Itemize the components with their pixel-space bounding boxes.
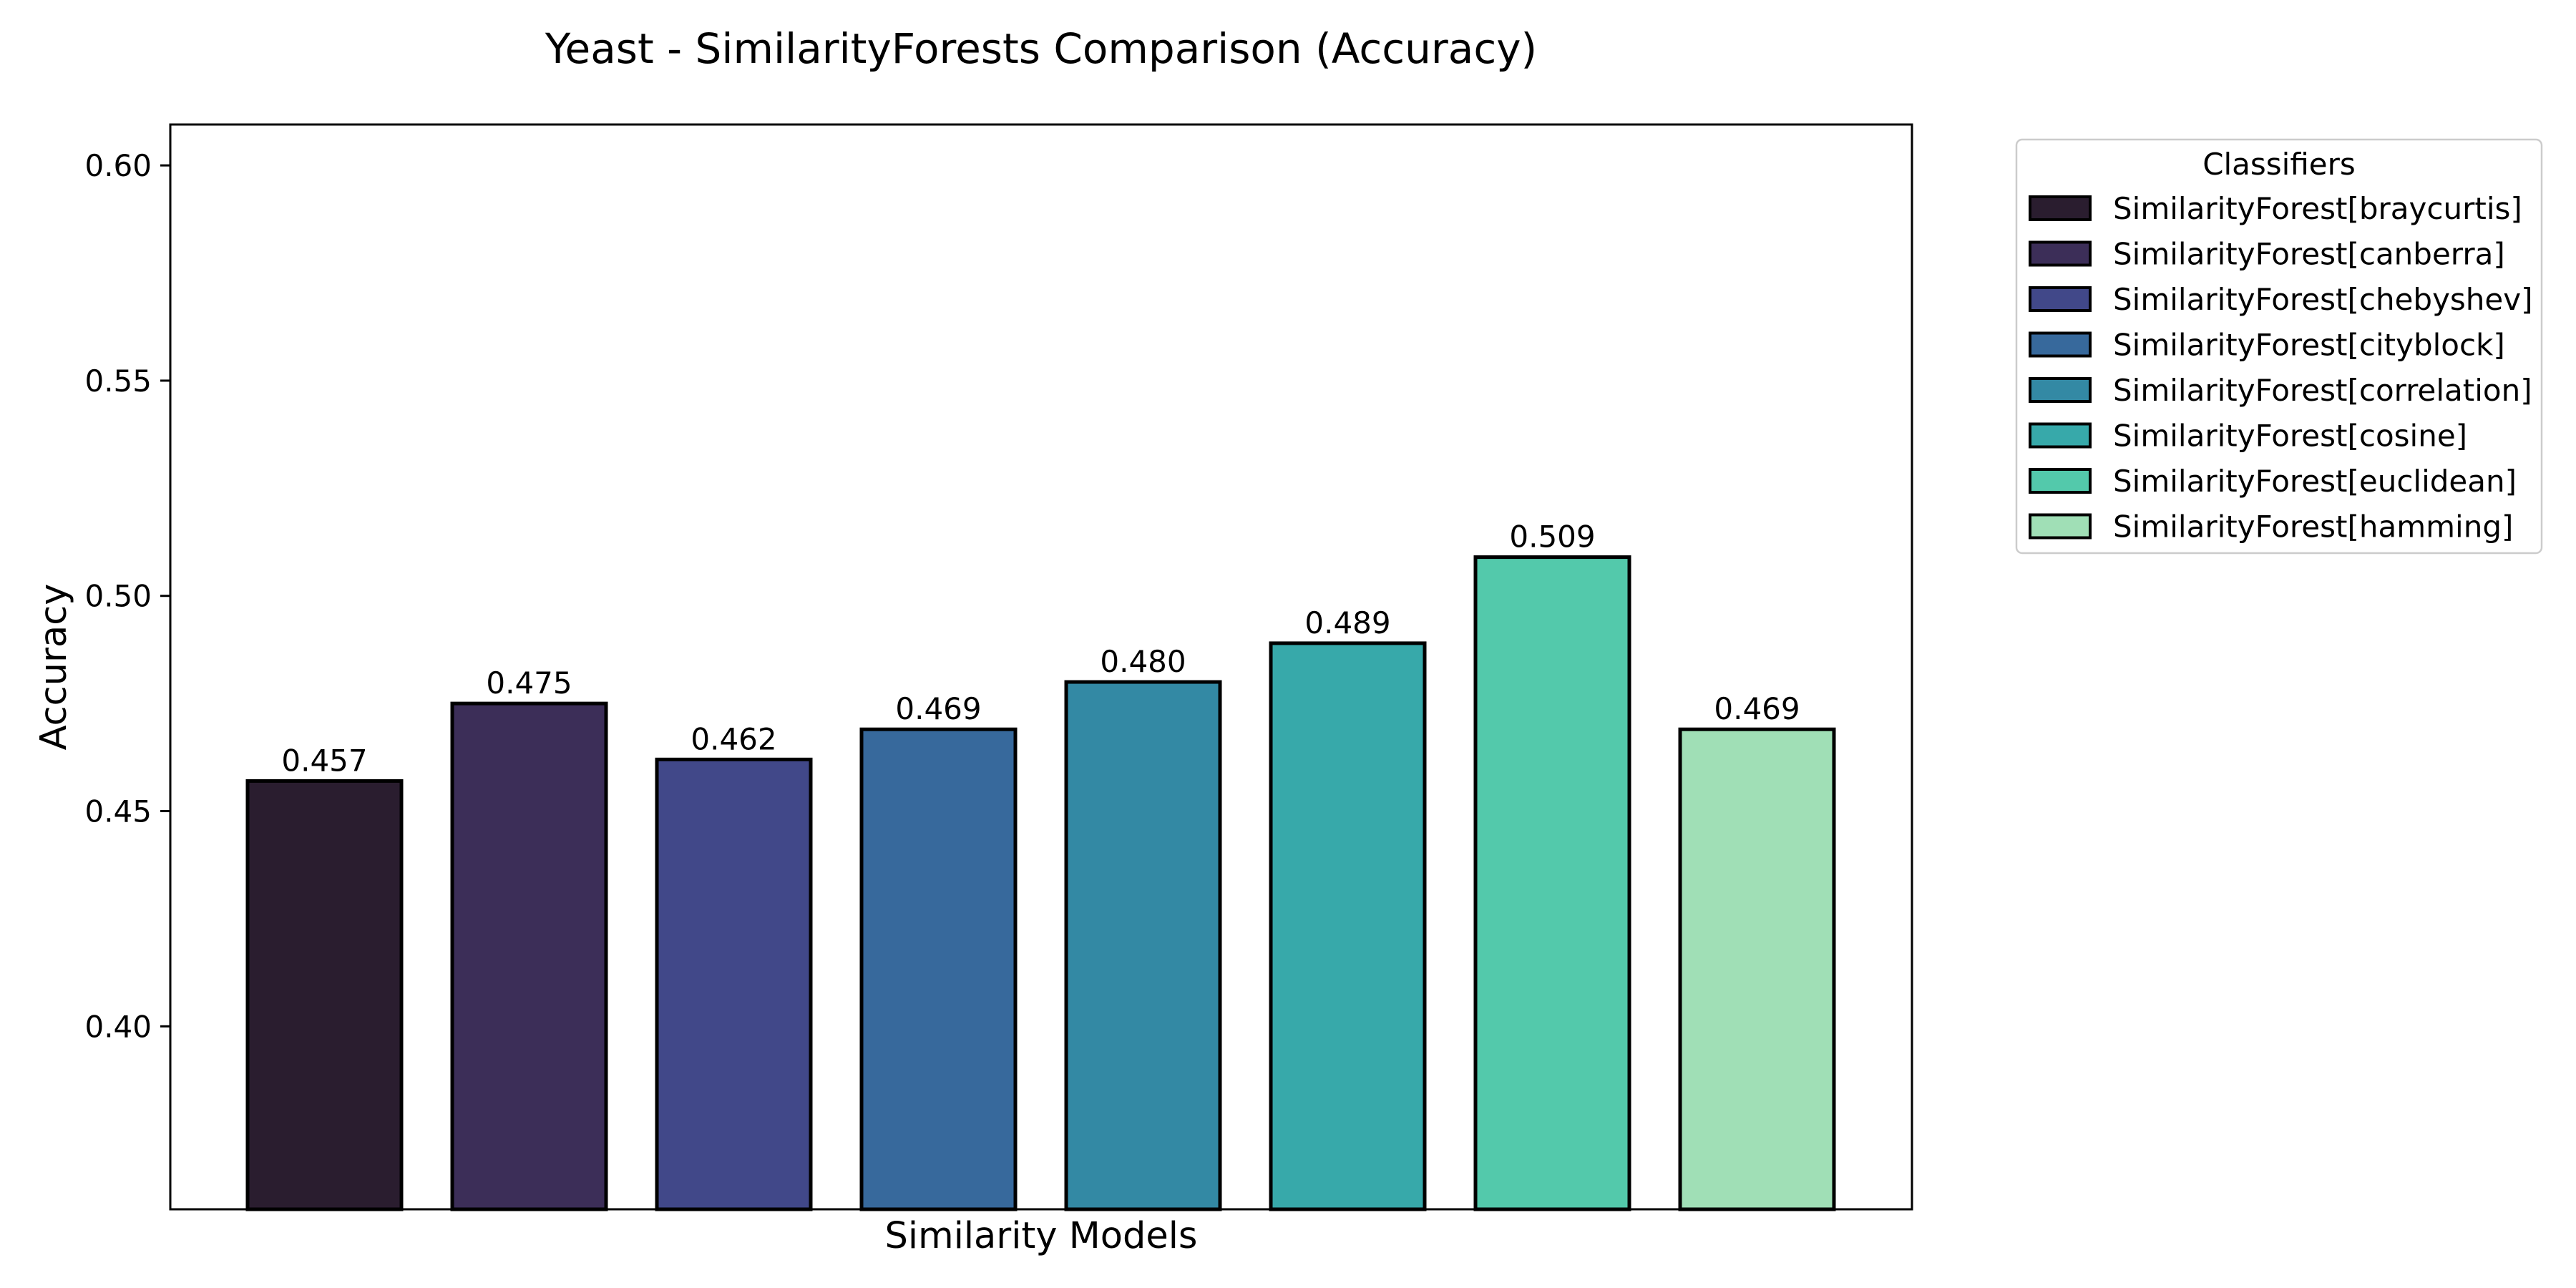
- y-tick-label: 0.45: [84, 794, 152, 829]
- legend-swatch: [2029, 286, 2092, 312]
- bar-similarityforest-hamming: [1678, 727, 1836, 1211]
- legend-swatch: [2029, 331, 2092, 358]
- y-axis-label: Accuracy: [33, 584, 75, 751]
- legend-item-similarityforest-braycurtis: SimilarityForest[braycurtis]: [2029, 191, 2522, 226]
- legend-items: SimilarityForest[braycurtis] SimilarityFo…: [2029, 191, 2533, 545]
- bar-similarityforest-euclidean: [1473, 555, 1631, 1211]
- y-axis: 0.40 0.45 0.50 0.55 0.60: [84, 148, 170, 1044]
- bar-similarityforest-correlation: [1064, 680, 1222, 1211]
- bar-value-label: 0.457: [281, 743, 367, 778]
- legend-item-similarityforest-correlation: SimilarityForest[correlation]: [2029, 373, 2532, 408]
- bar-value-label: 0.509: [1509, 519, 1595, 555]
- bar-value-label: 0.469: [1714, 691, 1800, 726]
- bar-similarityforest-chebyshev: [655, 757, 813, 1211]
- bar-similarityforest-cosine: [1269, 641, 1427, 1211]
- bar-similarityforest-braycurtis: [245, 779, 404, 1211]
- legend-label: SimilarityForest[cityblock]: [2113, 328, 2505, 363]
- y-tick-label: 0.50: [84, 579, 152, 614]
- legend-label: SimilarityForest[euclidean]: [2113, 464, 2517, 499]
- bar-value-label: 0.489: [1304, 605, 1390, 640]
- legend-item-similarityforest-cosine: SimilarityForest[cosine]: [2029, 419, 2467, 454]
- legend-title: Classifiers: [2202, 147, 2356, 182]
- chart-title: Yeast - SimilarityForests Comparison (Ac…: [545, 24, 1537, 73]
- legend-label: SimilarityForest[hamming]: [2113, 509, 2513, 545]
- y-tick-label: 0.55: [84, 364, 152, 399]
- y-tick-label: 0.40: [84, 1009, 152, 1044]
- legend-item-similarityforest-chebyshev: SimilarityForest[chebyshev]: [2029, 282, 2533, 317]
- legend-item-similarityforest-hamming: SimilarityForest[hamming]: [2029, 509, 2513, 545]
- value-labels-layer: 0.457 0.475 0.462 0.469 0.480 0.489 0.509 0.469: [281, 519, 1800, 779]
- legend-frame: [2015, 138, 2543, 555]
- legend-item-similarityforest-cityblock: SimilarityForest[cityblock]: [2029, 328, 2505, 363]
- legend-swatch: [2029, 377, 2092, 403]
- plot-area-frame: [169, 123, 1913, 1211]
- bar-value-label: 0.469: [895, 691, 981, 726]
- legend-swatch: [2029, 240, 2092, 267]
- legend-label: SimilarityForest[canberra]: [2113, 237, 2505, 272]
- legend-label: SimilarityForest[cosine]: [2113, 419, 2467, 454]
- legend-swatch: [2029, 195, 2092, 221]
- legend-swatch: [2029, 513, 2092, 540]
- legend-label: SimilarityForest[braycurtis]: [2113, 191, 2522, 226]
- bar-value-label: 0.462: [691, 721, 776, 756]
- legend-label: SimilarityForest[correlation]: [2113, 373, 2532, 408]
- x-axis-label: Similarity Models: [884, 1215, 1197, 1257]
- bar-similarityforest-canberra: [450, 701, 608, 1211]
- legend-item-similarityforest-canberra: SimilarityForest[canberra]: [2029, 237, 2505, 272]
- bars-layer: [245, 555, 1836, 1211]
- bar-value-label: 0.480: [1100, 644, 1186, 679]
- bar-similarityforest-cityblock: [859, 727, 1018, 1211]
- legend-item-similarityforest-euclidean: SimilarityForest[euclidean]: [2029, 464, 2517, 499]
- legend-swatch: [2029, 422, 2092, 449]
- legend-swatch: [2029, 468, 2092, 494]
- bar-value-label: 0.475: [486, 665, 572, 701]
- legend-label: SimilarityForest[chebyshev]: [2113, 282, 2533, 317]
- legend: Classifiers SimilarityForest[braycurtis]…: [2015, 138, 2543, 555]
- y-tick-label: 0.60: [84, 148, 152, 183]
